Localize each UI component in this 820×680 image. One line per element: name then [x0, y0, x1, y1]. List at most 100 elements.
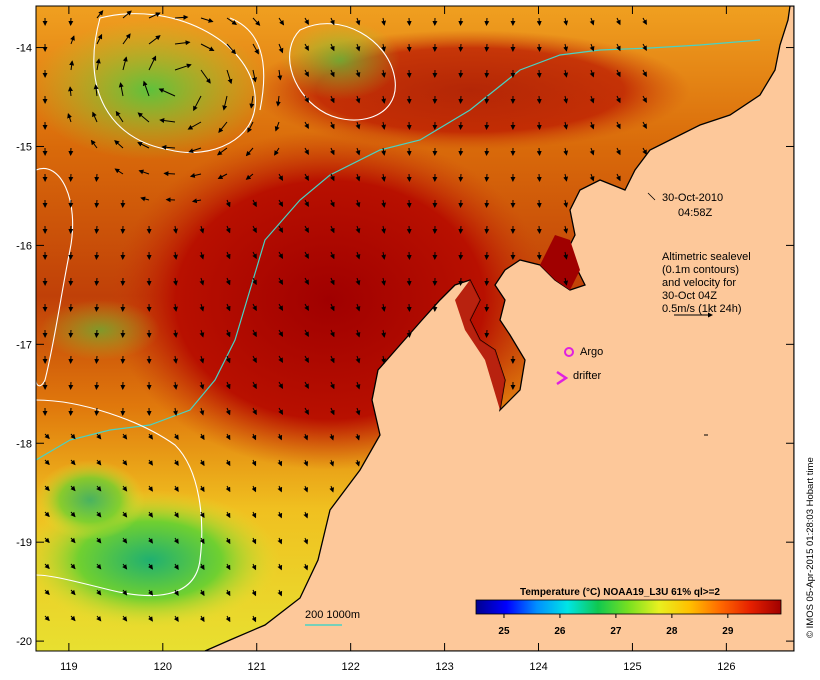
velocity-arrow — [247, 121, 254, 133]
sealevel-contours — [36, 13, 396, 597]
velocity-arrow — [122, 485, 128, 492]
velocity-arrow — [199, 615, 205, 623]
velocity-arrow — [122, 10, 132, 19]
velocity-arrow — [381, 173, 387, 182]
velocity-arrow — [187, 121, 202, 130]
velocity-arrow — [304, 329, 309, 337]
velocity-arrow — [329, 173, 335, 182]
velocity-arrow — [277, 537, 283, 545]
velocity-arrow — [616, 69, 621, 78]
velocity-arrow — [329, 433, 335, 441]
velocity-arrows — [42, 10, 647, 623]
velocity-arrow — [96, 563, 102, 570]
date-leader — [647, 192, 656, 201]
velocity-arrow — [70, 563, 76, 570]
velocity-arrow — [381, 147, 387, 156]
velocity-arrow — [616, 17, 621, 26]
velocity-arrow — [277, 485, 283, 493]
velocity-arrow — [484, 95, 490, 104]
velocity-arrow — [277, 433, 283, 441]
velocity-arrow — [484, 173, 490, 182]
velocity-arrow — [381, 355, 387, 364]
velocity-arrow — [199, 511, 205, 519]
velocity-arrow — [329, 147, 335, 156]
colorbar-tick-label: 29 — [722, 626, 734, 637]
colorbar-ticks: 25 26 27 28 29 — [498, 614, 734, 637]
velocity-arrow — [458, 225, 464, 234]
velocity-arrow — [406, 43, 412, 52]
velocity-arrow — [329, 355, 335, 364]
colorbar-tick-label: 27 — [610, 626, 622, 637]
velocity-arrow — [252, 225, 257, 234]
velocity-arrow — [252, 407, 257, 416]
velocity-arrow — [148, 485, 153, 492]
altimetry-line-5: 0.5m/s (1kt 24h) — [662, 303, 741, 315]
velocity-arrow — [329, 225, 335, 234]
cool-patch-southwest — [36, 460, 145, 540]
velocity-arrow — [329, 43, 335, 52]
velocity-arrow — [148, 55, 157, 71]
velocity-arrow — [148, 589, 153, 596]
velocity-arrow — [70, 485, 76, 492]
velocity-arrow — [589, 43, 595, 52]
velocity-arrow — [458, 251, 464, 260]
velocity-arrow — [536, 69, 542, 78]
velocity-arrow — [355, 355, 361, 364]
velocity-arrow — [616, 43, 621, 52]
velocity-arrow — [406, 199, 412, 208]
velocity-arrow — [122, 56, 128, 71]
velocity-arrow — [329, 459, 335, 467]
velocity-arrow — [563, 199, 569, 208]
velocity-arrow — [199, 589, 205, 597]
velocity-arrow — [303, 563, 309, 571]
y-tick-label: -20 — [16, 636, 32, 648]
velocity-arrow — [199, 537, 205, 545]
velocity-arrow — [122, 615, 128, 622]
velocity-arrow — [536, 251, 542, 260]
velocity-arrow — [277, 563, 283, 571]
velocity-arrow — [122, 433, 128, 440]
velocity-arrow — [304, 381, 309, 389]
velocity-arrow — [142, 80, 150, 97]
velocity-arrow — [44, 589, 50, 596]
velocity-arrow — [148, 537, 153, 544]
velocity-arrow — [274, 121, 280, 132]
velocity-arrow — [484, 303, 490, 312]
velocity-arrow — [329, 329, 335, 338]
altimetry-line-3: and velocity for — [662, 277, 736, 289]
velocity-arrow — [484, 69, 490, 78]
velocity-arrow — [199, 381, 205, 390]
velocity-arrow — [536, 17, 542, 26]
velocity-arrow — [225, 303, 231, 312]
velocity-arrow — [44, 433, 50, 440]
velocity-arrow — [563, 121, 569, 130]
velocity-arrow — [278, 303, 283, 311]
velocity-arrow — [226, 17, 238, 25]
velocity-arrow — [329, 303, 335, 312]
velocity-arrow — [70, 537, 76, 544]
velocity-arrow — [589, 147, 595, 156]
velocity-arrow — [173, 225, 178, 234]
velocity-arrow — [173, 615, 179, 622]
velocity-arrow — [329, 121, 335, 130]
velocity-arrow — [225, 615, 231, 623]
velocity-arrow — [381, 303, 387, 312]
velocity-arrow — [355, 459, 360, 467]
velocity-arrow — [304, 407, 309, 415]
legend-title: Temperature (°C) NOAA19_L3U 61% ql>=2 — [520, 587, 720, 598]
velocity-arrow — [252, 69, 258, 83]
velocity-arrow — [381, 69, 387, 78]
velocity-arrow — [278, 329, 283, 337]
velocity-arrow — [563, 147, 569, 156]
velocity-arrow — [304, 17, 309, 25]
velocity-arrow — [355, 173, 361, 182]
velocity-arrow — [199, 407, 205, 416]
velocity-arrow — [140, 196, 150, 202]
velocity-arrow — [96, 433, 102, 440]
velocity-arrow — [642, 43, 647, 51]
velocity-arrow — [304, 147, 309, 155]
velocity-arrow — [277, 589, 283, 597]
velocity-arrow — [174, 40, 191, 46]
velocity-arrow — [278, 173, 283, 181]
inlet-warm — [540, 235, 580, 290]
